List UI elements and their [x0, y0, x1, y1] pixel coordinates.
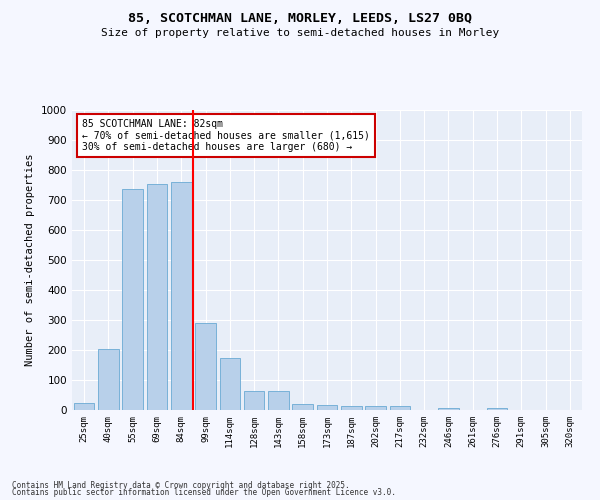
Bar — [365, 406, 386, 410]
Bar — [389, 406, 410, 410]
Bar — [268, 390, 289, 410]
Y-axis label: Number of semi-detached properties: Number of semi-detached properties — [25, 154, 35, 366]
Bar — [244, 390, 265, 410]
Bar — [171, 182, 191, 410]
Text: Contains HM Land Registry data © Crown copyright and database right 2025.: Contains HM Land Registry data © Crown c… — [12, 480, 350, 490]
Bar — [74, 402, 94, 410]
Bar — [220, 358, 240, 410]
Text: 85, SCOTCHMAN LANE, MORLEY, LEEDS, LS27 0BQ: 85, SCOTCHMAN LANE, MORLEY, LEEDS, LS27 … — [128, 12, 472, 26]
Bar — [292, 404, 313, 410]
Bar — [122, 188, 143, 410]
Text: Size of property relative to semi-detached houses in Morley: Size of property relative to semi-detach… — [101, 28, 499, 38]
Bar — [487, 408, 508, 410]
Bar — [341, 406, 362, 410]
Bar — [146, 184, 167, 410]
Text: 85 SCOTCHMAN LANE: 82sqm
← 70% of semi-detached houses are smaller (1,615)
30% o: 85 SCOTCHMAN LANE: 82sqm ← 70% of semi-d… — [82, 119, 370, 152]
Text: Contains public sector information licensed under the Open Government Licence v3: Contains public sector information licen… — [12, 488, 396, 497]
Bar — [195, 323, 216, 410]
Bar — [438, 408, 459, 410]
Bar — [98, 350, 119, 410]
Bar — [317, 405, 337, 410]
